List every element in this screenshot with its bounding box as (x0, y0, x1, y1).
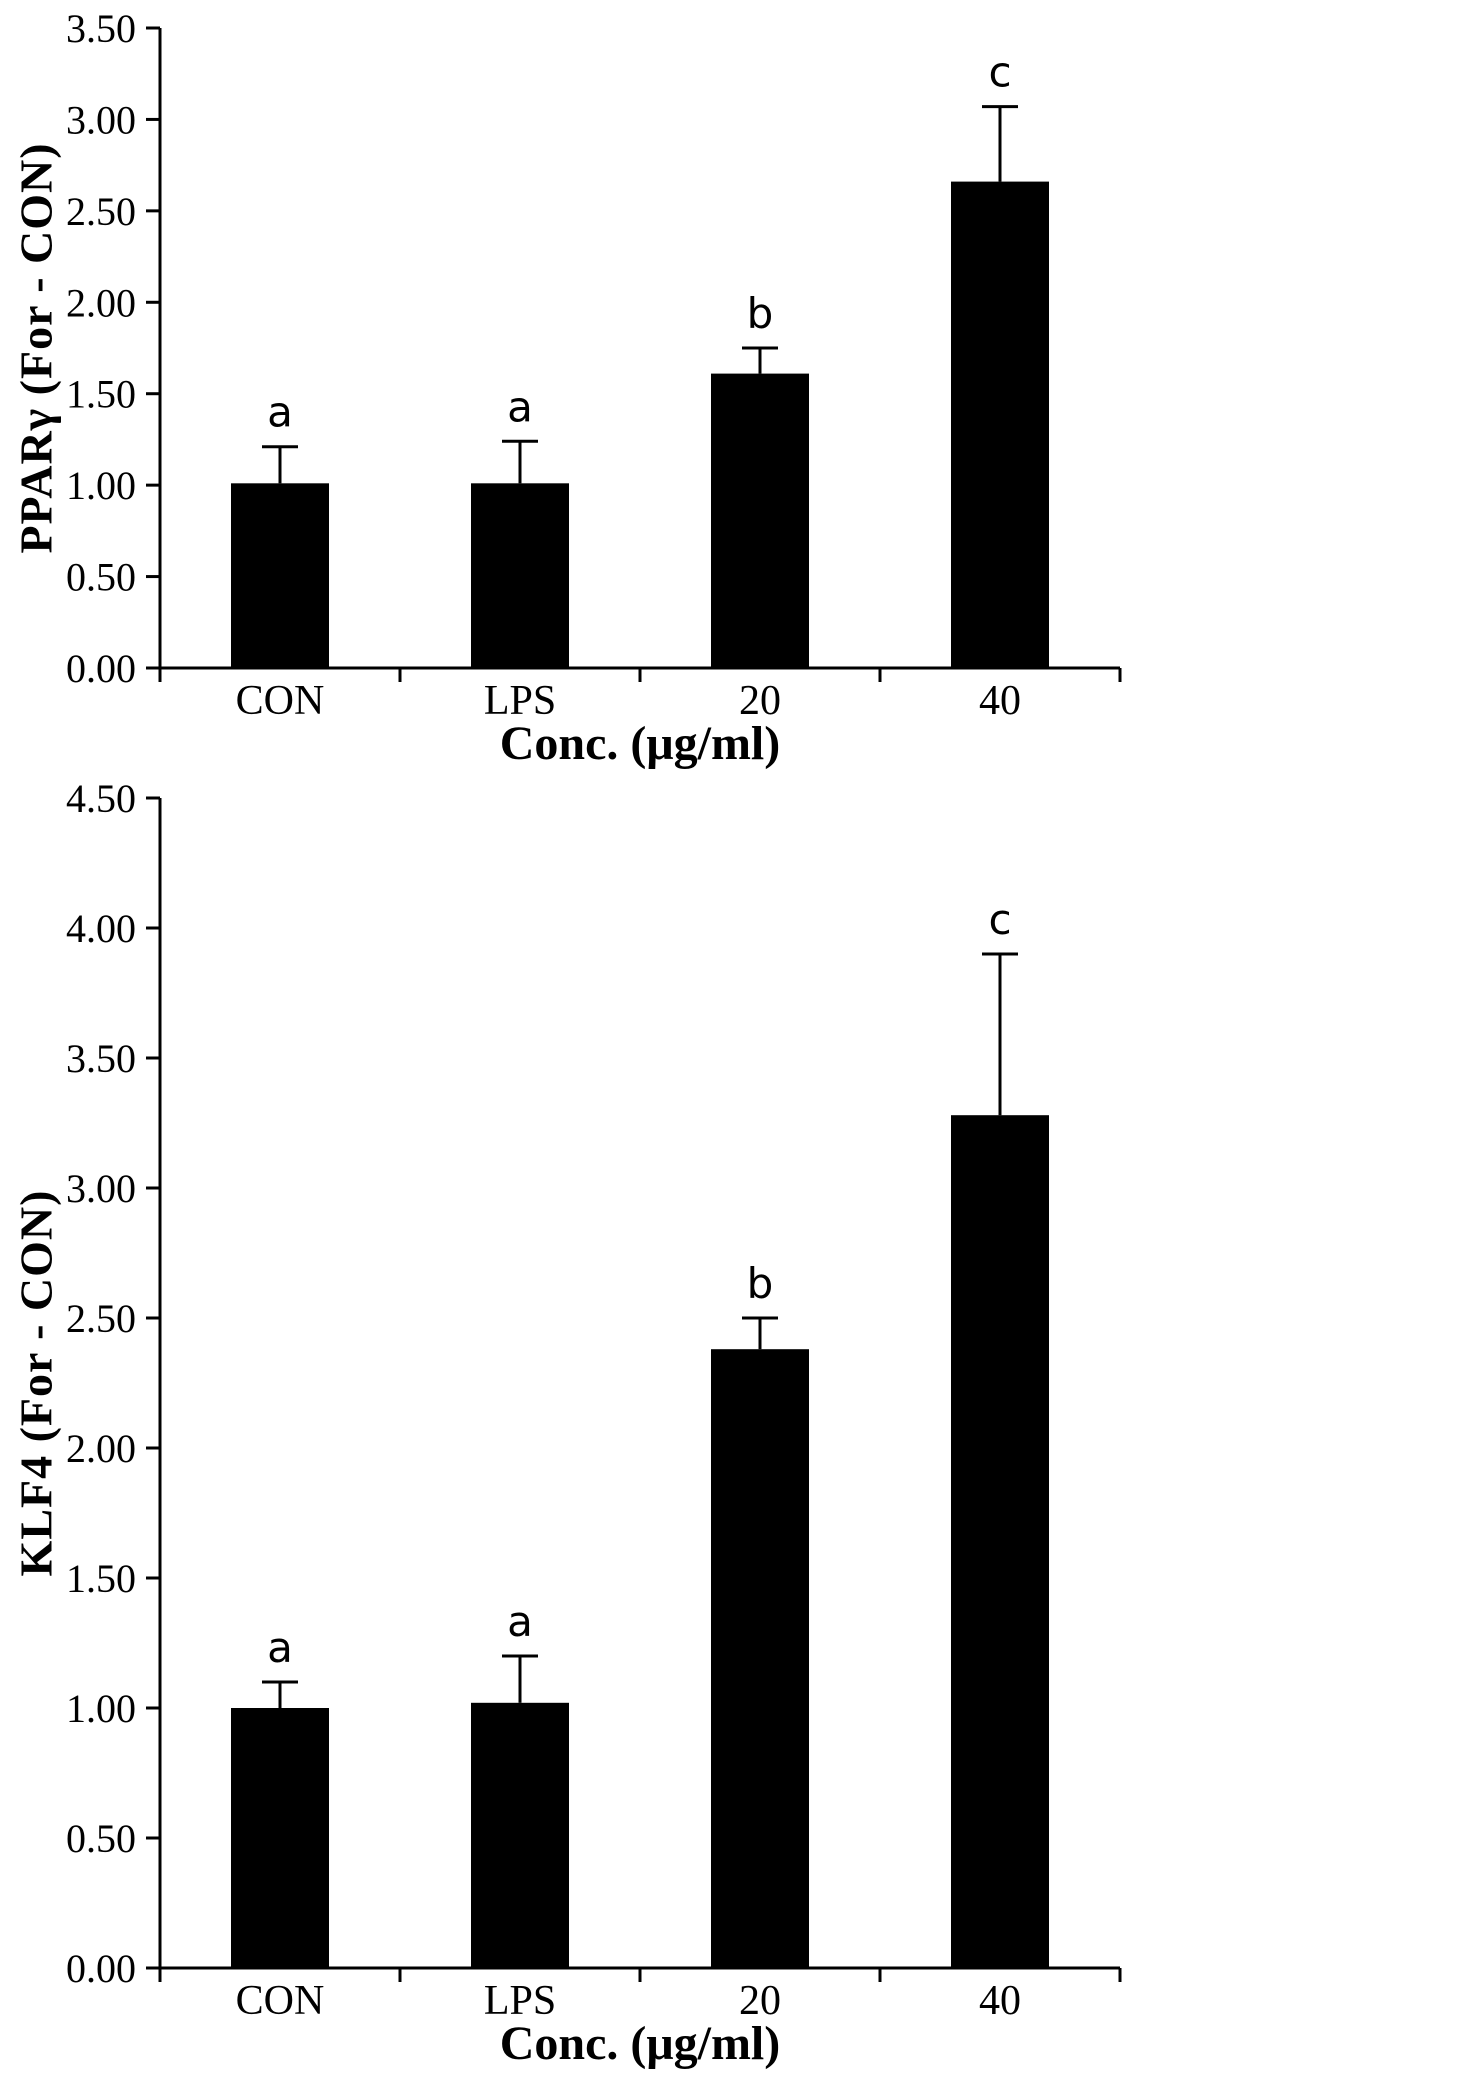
klf4-y-axis-title: KLF4 (For - CON) (10, 1189, 62, 1577)
klf4-x-axis-title: Conc. (μg/ml) (499, 2017, 781, 2070)
klf4-plot-area: 0.00 0.50 1.00 1.50 2.00 2.50 3.00 3.50 4.00 4.50… (66, 778, 1122, 2024)
y-tick-label: 4.00 (66, 906, 136, 951)
sig-letter-CON: a (267, 388, 293, 437)
bar-CON (231, 1708, 329, 1968)
pparg-x-axis-title: Conc. (μg/ml) (499, 717, 781, 770)
bar-CON (231, 483, 329, 668)
bar-40 (951, 1115, 1049, 1968)
y-tick-label: 3.00 (66, 1166, 136, 1211)
sig-letter-LPS: a (507, 1597, 533, 1646)
y-tick-label: 4.50 (66, 778, 136, 821)
sig-letter-LPS: a (507, 382, 533, 431)
x-tick-label-LPS: LPS (484, 1978, 556, 2024)
sig-letter-CON: a (267, 1623, 293, 1672)
klf4-bar-chart: 0.00 0.50 1.00 1.50 2.00 2.50 3.00 3.50 4.00 4.50… (0, 778, 1465, 2079)
x-tick-label-20: 20 (739, 1978, 781, 2024)
y-tick-label: 0.00 (66, 646, 136, 691)
y-tick-label: 3.00 (66, 97, 136, 142)
y-tick-label: 1.50 (66, 372, 136, 417)
x-tick-label-CON: CON (236, 1978, 325, 2024)
y-tick-label: 2.50 (66, 189, 136, 234)
y-tick-label: 3.50 (66, 6, 136, 51)
sig-letter-20: b (747, 1259, 774, 1308)
x-tick-label-CON: CON (236, 678, 325, 724)
pparg-y-axis-title: PPARγ (For - CON) (10, 142, 62, 554)
bar-20 (711, 1349, 809, 1968)
y-tick-label: 0.00 (66, 1946, 136, 1991)
bar-20 (711, 373, 809, 668)
x-tick-label-40: 40 (979, 1978, 1021, 2024)
x-tick-label-20: 20 (739, 678, 781, 724)
sig-letter-20: b (747, 289, 774, 338)
bar-40 (951, 181, 1049, 668)
y-tick-label: 1.50 (66, 1556, 136, 1601)
y-tick-label: 3.50 (66, 1036, 136, 1081)
y-tick-label: 2.00 (66, 280, 136, 325)
y-tick-label: 1.00 (66, 463, 136, 508)
y-tick-label: 2.00 (66, 1426, 136, 1471)
y-tick-label: 0.50 (66, 1816, 136, 1861)
x-tick-label-LPS: LPS (484, 678, 556, 724)
x-tick-label-40: 40 (979, 678, 1021, 724)
bar-LPS (471, 483, 569, 668)
bar-LPS (471, 1702, 569, 1968)
sig-letter-40: c (988, 48, 1011, 97)
pparg-bar-chart: 0.00 0.50 1.00 1.50 2.00 2.50 3.00 3.50 a CON a LPS… (0, 0, 1465, 778)
sig-letter-40: c (988, 895, 1011, 944)
y-tick-label: 2.50 (66, 1296, 136, 1341)
y-tick-label: 0.50 (66, 555, 136, 600)
y-tick-label: 1.00 (66, 1686, 136, 1731)
pparg-plot-area: 0.00 0.50 1.00 1.50 2.00 2.50 3.00 3.50 a CON a LPS… (66, 6, 1122, 724)
